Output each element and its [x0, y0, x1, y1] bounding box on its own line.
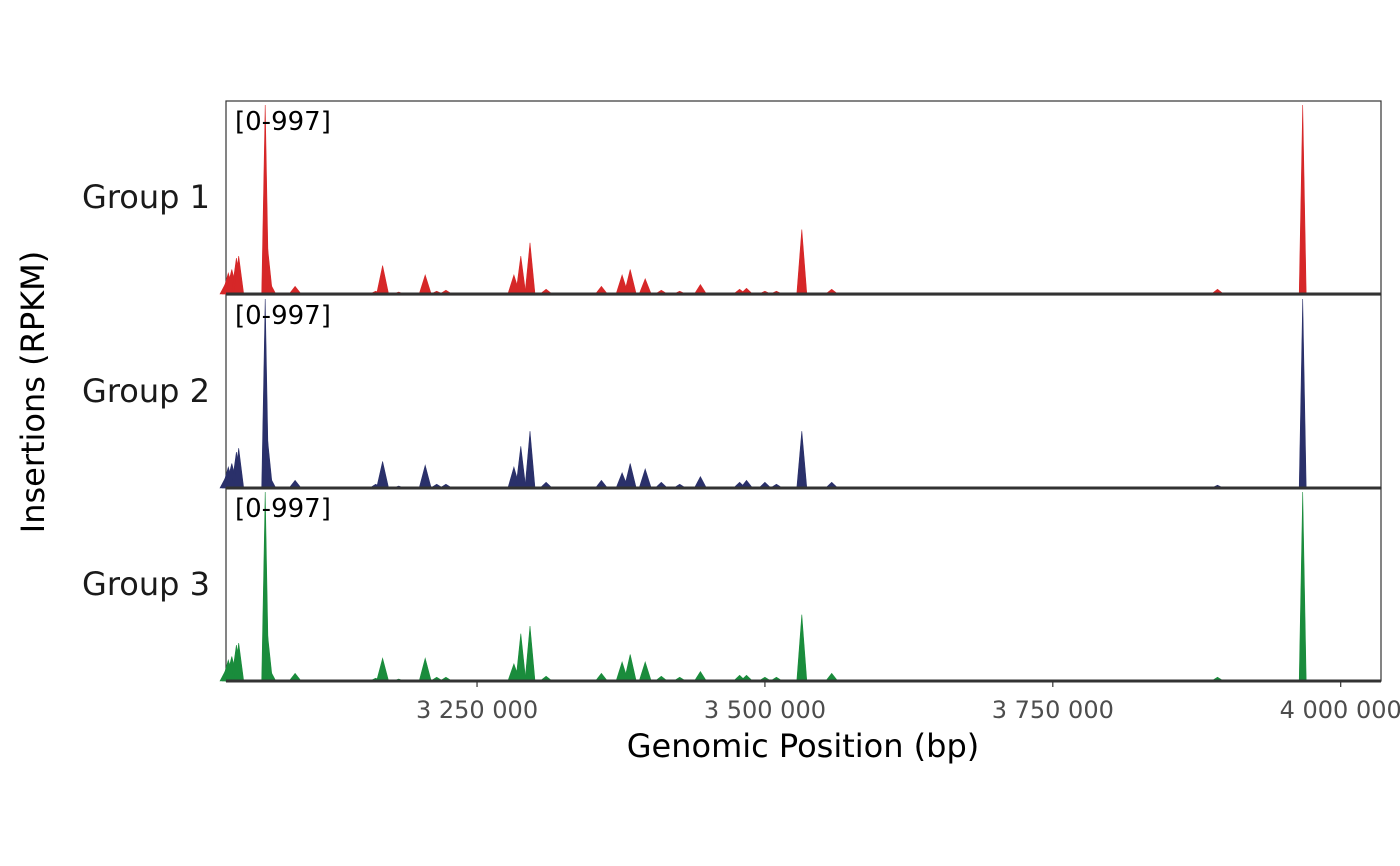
track-peak [376, 657, 389, 682]
track-peak [1298, 104, 1307, 295]
track-peak [638, 661, 652, 682]
x-tick-label: 3 250 000 [416, 696, 538, 724]
track-peak [515, 446, 527, 489]
track-peak [515, 256, 527, 295]
track-peak [623, 654, 637, 682]
track-panel: [0-997] Group 3 [82, 487, 1382, 683]
x-axis-title: Genomic Position (bp) [627, 727, 980, 765]
track-peak [515, 633, 527, 682]
track-peak [638, 277, 652, 295]
track-peak [376, 265, 389, 295]
y-axis-title: Insertions (RPKM) [14, 251, 52, 533]
track-panel: [0-997] Group 1 [82, 100, 1382, 296]
track-range-label: [0-997] [235, 494, 331, 524]
track-peak [796, 229, 808, 295]
track-peak [418, 657, 432, 682]
track-range-label: [0-997] [235, 107, 331, 137]
track-group-label: Group 3 [82, 565, 210, 603]
track-group-label: Group 1 [82, 178, 210, 216]
x-tick-label: 3 750 000 [992, 696, 1114, 724]
track-peak [1298, 491, 1307, 682]
track-peak [524, 625, 536, 682]
track-peak [418, 464, 432, 489]
track-peak [693, 475, 707, 489]
track-peak [623, 463, 637, 489]
track-group-label: Group 2 [82, 372, 210, 410]
track-peak [796, 614, 808, 682]
track-range-label: [0-997] [235, 301, 331, 331]
x-tick-label: 4 000 000 [1280, 696, 1400, 724]
track-panel: [0-997] Group 2 [82, 294, 1382, 490]
track-peak [376, 461, 389, 489]
x-axis: 3 250 000 3 500 000 3 750 000 4 000 000 [416, 681, 1400, 724]
track-peak [638, 468, 652, 489]
track-peak [524, 242, 536, 295]
track-peak [524, 431, 536, 489]
track-panels: [0-997] Group 1 [0-997] Group 2 [0-997] Group… [82, 100, 1382, 683]
track-peak [418, 274, 432, 295]
track-peak [1298, 298, 1307, 489]
track-peak [796, 431, 808, 489]
x-tick-label: 3 500 000 [704, 696, 826, 724]
track-peak [623, 269, 637, 295]
